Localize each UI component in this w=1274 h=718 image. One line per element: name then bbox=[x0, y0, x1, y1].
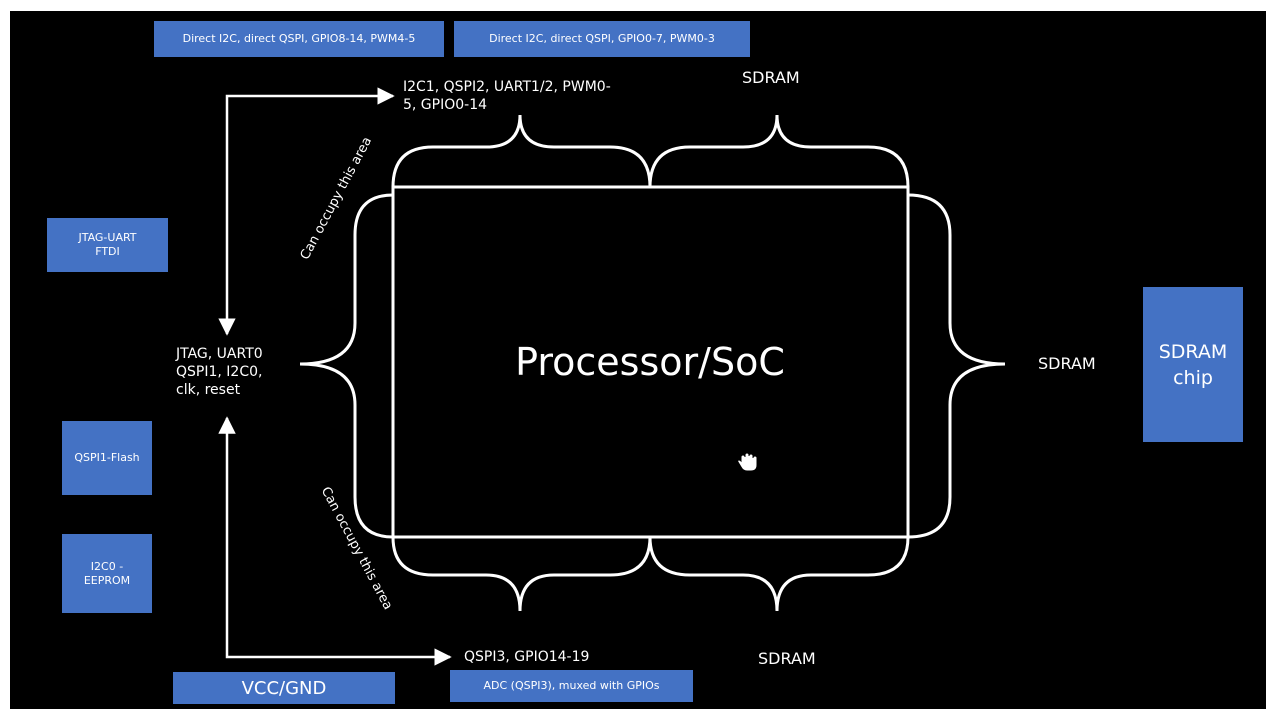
top-right-box: Direct I2C, direct QSPI, GPIO0-7, PWM0-3 bbox=[454, 21, 750, 57]
hand-cursor-icon bbox=[737, 452, 758, 472]
brace-right bbox=[907, 193, 1006, 539]
brace-top-left bbox=[391, 114, 652, 188]
sdram-bottom-label: SDRAM bbox=[758, 649, 816, 668]
sdram-top-label: SDRAM bbox=[742, 68, 800, 87]
top-interfaces-label: I2C1, QSPI2, UART1/2, PWM0- 5, GPIO0-14 bbox=[403, 78, 611, 114]
i2c-eeprom-line1: I2C0 - bbox=[90, 559, 124, 573]
sdram-chip-box: SDRAM chip bbox=[1143, 287, 1243, 442]
left-interfaces-line3: clk, reset bbox=[176, 382, 241, 398]
qspi-flash-label: QSPI1-Flash bbox=[74, 451, 140, 464]
adc-box: ADC (QSPI3), muxed with GPIOs bbox=[450, 670, 693, 702]
sdram-right-label: SDRAM bbox=[1038, 354, 1096, 373]
diagram-slide: Direct I2C, direct QSPI, GPIO8-14, PWM4-… bbox=[10, 11, 1266, 709]
top-right-box-label: Direct I2C, direct QSPI, GPIO0-7, PWM0-3 bbox=[489, 32, 715, 45]
vcc-gnd-box: VCC/GND bbox=[173, 672, 395, 704]
jtag-uart-line2: FTDI bbox=[95, 245, 120, 258]
top-interfaces-line1: I2C1, QSPI2, UART1/2, PWM0- bbox=[403, 79, 611, 95]
left-interfaces-line1: JTAG, UART0 bbox=[176, 346, 263, 362]
i2c-eeprom-box: I2C0 - EEPROM bbox=[62, 534, 152, 613]
top-left-box-label: Direct I2C, direct QSPI, GPIO8-14, PWM4-… bbox=[182, 32, 416, 45]
brace-top-right bbox=[648, 114, 910, 188]
top-interfaces-line2: 5, GPIO0-14 bbox=[403, 97, 488, 113]
diagram-lines bbox=[218, 87, 1006, 666]
i2c-eeprom-line2: EEPROM bbox=[83, 573, 131, 587]
qspi-flash-box: QSPI1-Flash bbox=[62, 421, 152, 495]
arrow-down-right bbox=[218, 416, 452, 666]
top-left-box: Direct I2C, direct QSPI, GPIO8-14, PWM4-… bbox=[154, 21, 444, 57]
sdram-chip-line1: SDRAM bbox=[1158, 340, 1228, 363]
left-interfaces-label: JTAG, UART0 QSPI1, I2C0, clk, reset bbox=[176, 345, 263, 399]
jtag-uart-box: JTAG-UART FTDI bbox=[47, 218, 168, 272]
bottom-interfaces-label: QSPI3, GPIO14-19 bbox=[464, 649, 590, 665]
processor-soc-title: Processor/SoC bbox=[515, 340, 785, 384]
arrow-up-right bbox=[218, 87, 395, 336]
left-interfaces-line2: QSPI1, I2C0, bbox=[176, 364, 263, 380]
sdram-chip-line2: chip bbox=[1173, 366, 1213, 389]
brace-bottom-left bbox=[391, 536, 652, 612]
jtag-uart-line1: JTAG-UART bbox=[78, 231, 137, 244]
brace-bottom-right bbox=[648, 536, 910, 612]
adc-label: ADC (QSPI3), muxed with GPIOs bbox=[483, 679, 660, 692]
vcc-gnd-label: VCC/GND bbox=[241, 677, 327, 699]
